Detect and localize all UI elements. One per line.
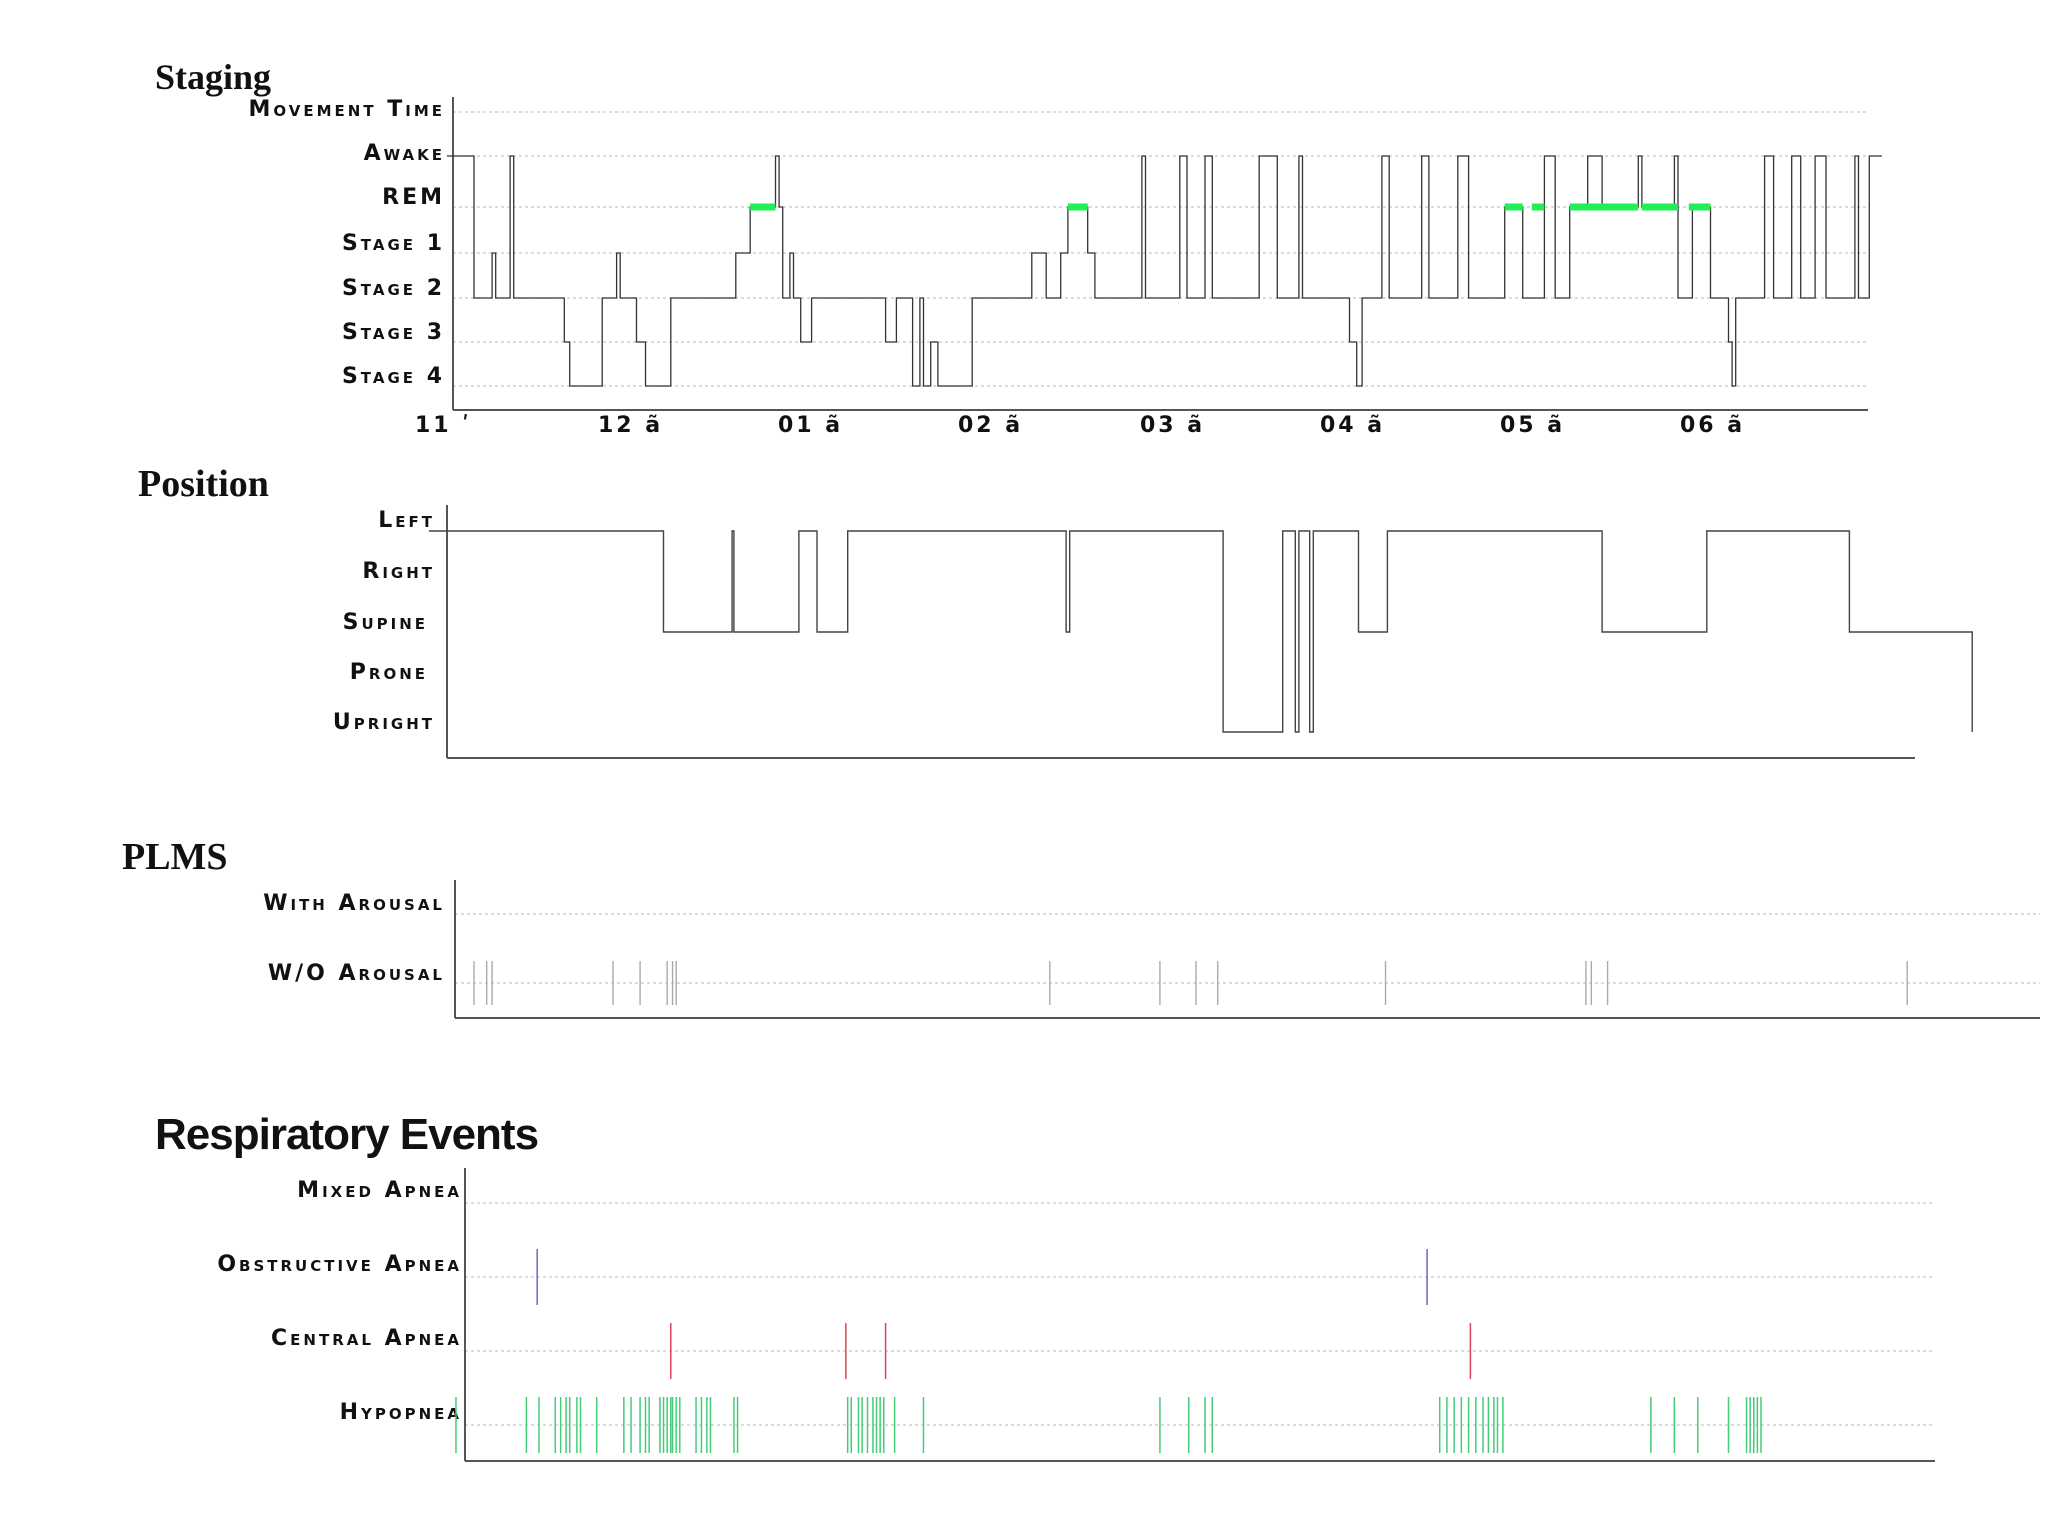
staging-hypnogram-line <box>446 155 1882 387</box>
staging-title: Staging <box>155 57 272 97</box>
position-level-label: Upright <box>332 710 435 735</box>
respiratory-level-label: Obstructive Apnea <box>217 1252 462 1277</box>
respiratory-level-label: Central Apnea <box>271 1326 462 1351</box>
respiratory-level-label: Mixed Apnea <box>297 1178 462 1203</box>
staging-level-label: Stage 2 <box>341 276 445 301</box>
plms-level-label: W/O Arousal <box>267 961 445 986</box>
respiratory-level-label: Hypopnea <box>339 1400 462 1425</box>
position-level-label: Right <box>362 559 435 584</box>
staging-x-tick-label: 03 ã <box>1140 413 1206 438</box>
position-line <box>428 530 1973 733</box>
staging-level-label: Stage 3 <box>341 320 445 345</box>
staging-x-tick-label: 06 ã <box>1680 413 1746 438</box>
staging-x-tick-label: 01 ã <box>778 413 844 438</box>
position-level-label: Left <box>378 508 435 533</box>
staging-level-label: REM <box>382 185 445 210</box>
staging-x-tick-label: 04 ã <box>1320 413 1386 438</box>
plms-title: PLMS <box>122 836 228 878</box>
staging-x-tick-label: 02 ã <box>958 413 1024 438</box>
staging-level-label: Stage 1 <box>341 231 445 256</box>
plms-level-label: With Arousal <box>263 891 445 916</box>
staging-level-label: Stage 4 <box>341 364 445 389</box>
staging-x-tick-label: 12 ã <box>598 413 664 438</box>
respiratory-title: Respiratory Events <box>155 1110 539 1159</box>
staging-level-label: Awake <box>363 141 445 166</box>
staging-x-tick-label: 11 ʹ <box>415 413 472 438</box>
position-title: Position <box>138 463 269 505</box>
position-level-label: Supine <box>342 610 428 635</box>
position-level-label: Prone <box>349 660 428 685</box>
staging-x-tick-label: 05 ã <box>1500 413 1566 438</box>
staging-level-label: Movement Time <box>248 97 445 122</box>
